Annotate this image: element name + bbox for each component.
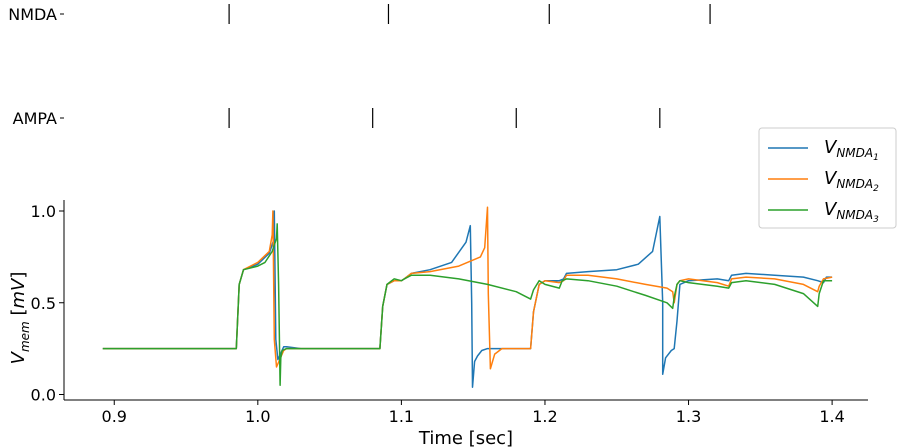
x-tick-label: 1.4 bbox=[819, 407, 844, 426]
x-tick-label: 0.9 bbox=[102, 407, 127, 426]
x-tick-label: 1.0 bbox=[245, 407, 270, 426]
x-axis-label: Time [sec] bbox=[418, 428, 513, 448]
x-tick-label: 1.2 bbox=[532, 407, 557, 426]
y-tick-label: 0.5 bbox=[31, 294, 56, 313]
axes bbox=[63, 200, 868, 401]
y-tick-label: 0.0 bbox=[31, 385, 56, 404]
x-tick-label: 1.3 bbox=[676, 407, 701, 426]
series-line-nmda1 bbox=[102, 210, 833, 388]
legend-label-nmda3: VNMDA3 bbox=[824, 199, 879, 225]
x-tick-label: 1.1 bbox=[389, 407, 414, 426]
legend-label-nmda2: VNMDA2 bbox=[824, 168, 879, 194]
y-tick-label: 1.0 bbox=[31, 202, 56, 221]
series-line-nmda2 bbox=[102, 206, 833, 370]
spike-raster: NMDA AMPA bbox=[8, 4, 711, 128]
raster-label-ampa: AMPA bbox=[13, 109, 57, 128]
legend: VNMDA1 VNMDA2 VNMDA3 bbox=[758, 127, 897, 229]
legend-label-nmda1: VNMDA1 bbox=[824, 137, 879, 163]
series-lines bbox=[102, 206, 833, 388]
ticks: 0.9 1.0 1.1 1.2 1.3 1.4 0.0 0.5 1.0 bbox=[31, 202, 845, 426]
raster-label-nmda: NMDA bbox=[8, 5, 57, 24]
y-axis-label: Vmem [mV] bbox=[8, 272, 32, 365]
series-line-nmda3 bbox=[102, 223, 833, 387]
legend-frame bbox=[758, 127, 897, 229]
